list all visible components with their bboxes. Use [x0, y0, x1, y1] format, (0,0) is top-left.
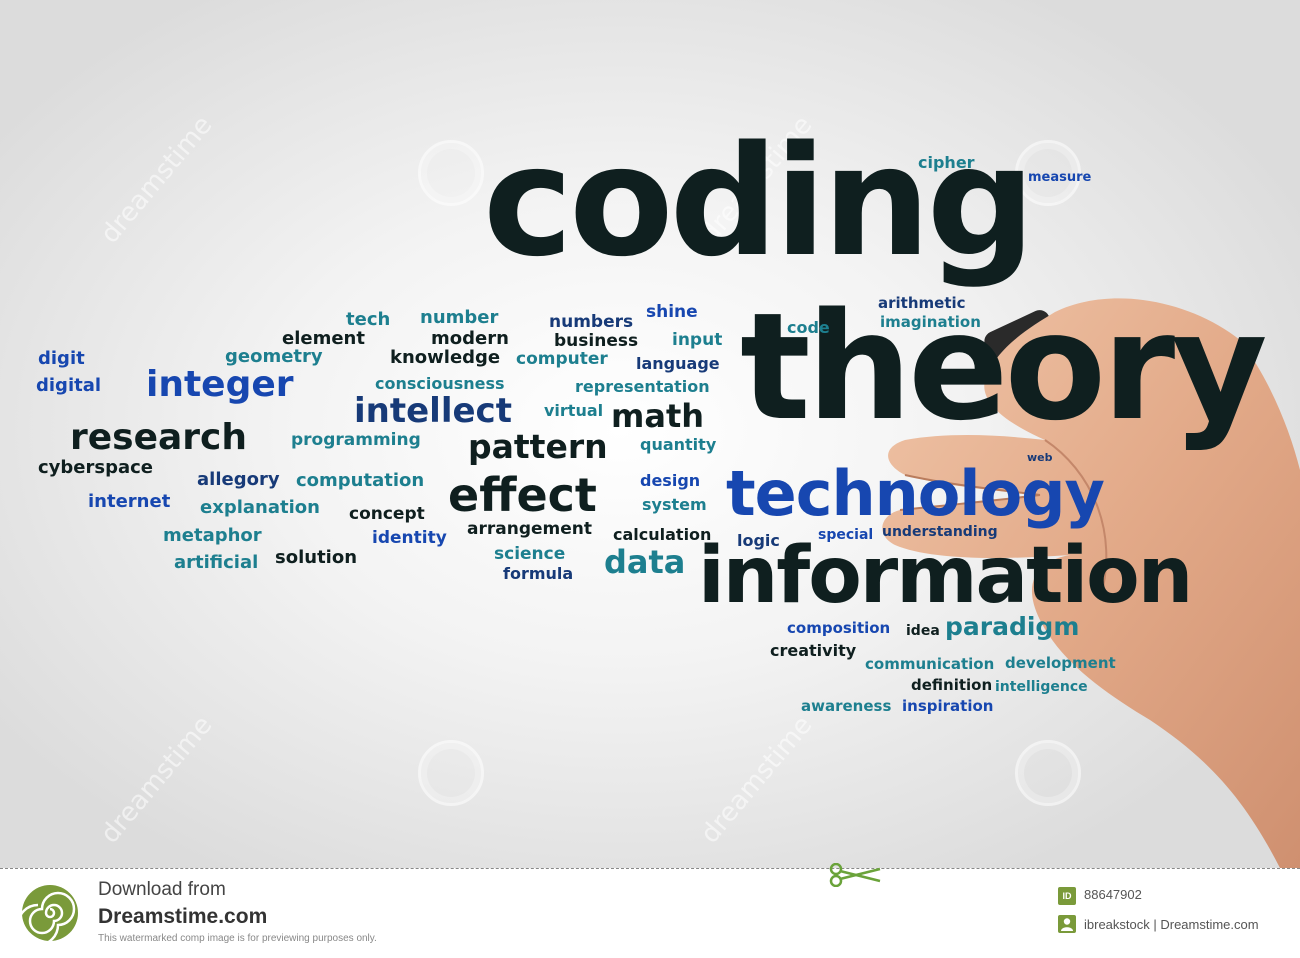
watermark-spiral-icon	[1015, 740, 1081, 806]
cloud-word: digital	[36, 375, 102, 396]
cloud-word: cyberspace	[38, 457, 153, 478]
cloud-word: number	[420, 307, 499, 328]
cloud-word: inspiration	[902, 697, 994, 715]
site-name[interactable]: Dreamstime.com	[98, 905, 268, 928]
cloud-word: research	[70, 417, 248, 458]
cloud-word: paradigm	[945, 612, 1080, 641]
cloud-word: imagination	[880, 313, 981, 331]
cloud-word: input	[672, 330, 723, 350]
cloud-word: allegory	[197, 469, 280, 490]
cloud-word: formula	[503, 564, 574, 583]
cloud-word: explanation	[200, 497, 320, 518]
cloud-word: metaphor	[163, 525, 262, 546]
cloud-word: design	[640, 471, 701, 490]
watermark-spiral-icon	[418, 740, 484, 806]
cloud-word: modern	[431, 328, 509, 349]
cloud-word: language	[636, 354, 720, 373]
cloud-word: logic	[737, 531, 780, 550]
cloud-word: consciousness	[375, 374, 505, 393]
cloud-word: tech	[346, 309, 391, 330]
image-id: 88647902	[1084, 887, 1142, 902]
cloud-word: pattern	[468, 427, 608, 466]
cloud-word: shine	[646, 302, 698, 322]
disclaimer-text: This watermarked comp image is for previ…	[98, 933, 377, 944]
cloud-word: business	[554, 331, 639, 351]
cloud-word: concept	[349, 504, 425, 524]
cloud-word: computer	[516, 349, 608, 369]
dreamstime-spiral-logo-icon	[20, 885, 78, 943]
id-badge-icon: ID	[1058, 887, 1076, 905]
cloud-word: digit	[38, 348, 85, 369]
stock-footer: Download from Dreamstime.com This waterm…	[0, 863, 1300, 958]
cloud-word: internet	[88, 491, 171, 512]
cloud-word: intellect	[354, 391, 512, 431]
cloud-word: virtual	[544, 401, 604, 420]
cloud-word: intelligence	[995, 679, 1088, 695]
cloud-word: system	[642, 495, 707, 514]
cloud-word: computation	[296, 470, 425, 491]
cloud-word: solution	[275, 547, 358, 568]
cloud-word: data	[604, 543, 686, 581]
cloud-word: science	[494, 544, 566, 564]
headline-technology: technology	[726, 457, 1105, 530]
watermark-spiral-icon	[1015, 140, 1081, 206]
cloud-word: element	[282, 328, 365, 349]
cloud-word: understanding	[882, 524, 998, 540]
cloud-word: cipher	[918, 153, 975, 172]
cloud-word: code	[787, 318, 830, 337]
cloud-word: composition	[787, 619, 891, 637]
download-from-text: Download from	[98, 879, 226, 900]
cloud-word: identity	[372, 528, 447, 548]
cloud-word: idea	[906, 623, 940, 639]
cloud-word: arrangement	[467, 519, 592, 539]
headline-coding: coding	[483, 113, 1035, 290]
cloud-word: numbers	[549, 312, 634, 332]
cloud-word: communication	[865, 655, 995, 673]
cloud-word: special	[818, 527, 874, 543]
cloud-word: calculation	[613, 525, 712, 544]
cloud-word: awareness	[801, 697, 892, 715]
cloud-word: artificial	[174, 552, 259, 573]
cloud-word: integer	[146, 364, 294, 405]
hand-with-marker	[882, 298, 1300, 868]
cloud-word: representation	[575, 377, 710, 396]
cloud-word: web	[1027, 451, 1053, 464]
user-badge-icon	[1058, 915, 1076, 933]
watermark-spiral-icon	[418, 140, 484, 206]
cloud-word: knowledge	[390, 347, 501, 368]
cloud-word: arithmetic	[878, 294, 966, 312]
photo-scene: dreamstime dreamstime dreamstime dreamst…	[0, 0, 1300, 868]
cloud-word: measure	[1028, 170, 1092, 185]
cloud-word: definition	[911, 676, 993, 694]
author-credit[interactable]: ibreakstock | Dreamstime.com	[1084, 917, 1259, 932]
headline-theory: theory	[740, 281, 1268, 453]
cloud-word: math	[611, 397, 705, 435]
headline-information: information	[698, 531, 1193, 621]
cloud-word: programming	[291, 430, 421, 450]
cloud-word: development	[1005, 654, 1116, 672]
cloud-word: creativity	[770, 641, 857, 660]
cloud-word: effect	[448, 468, 597, 522]
cloud-word: quantity	[640, 435, 717, 454]
scissors-icon	[829, 863, 881, 887]
cloud-word: geometry	[225, 346, 323, 367]
